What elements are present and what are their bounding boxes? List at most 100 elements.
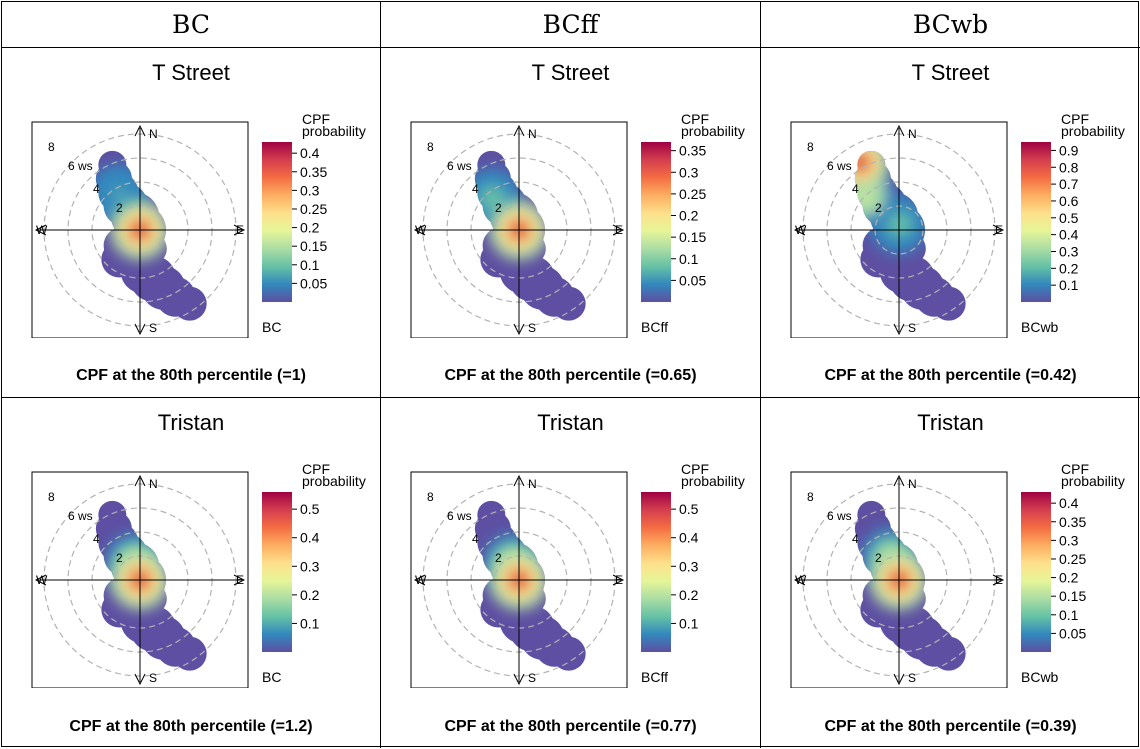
panel-title: Tristan — [157, 410, 225, 435]
panel-caption: CPF at the 80th percentile (=0.42) — [824, 367, 1077, 384]
panel-caption: CPF at the 80th percentile (=0.77) — [444, 718, 697, 735]
legend-tick-label: 0.3 — [300, 558, 320, 574]
legend-pollutant: BCwb — [1021, 669, 1059, 685]
axis-arrow — [992, 574, 1005, 586]
legend-title: probability — [681, 123, 745, 139]
axis-arrow — [893, 474, 905, 487]
legend-tick-label: 0.2 — [1059, 260, 1079, 276]
plot-frame — [410, 471, 628, 688]
legend-tick-label: 0.15 — [300, 238, 327, 254]
legend-tick-label: 0.05 — [1059, 625, 1086, 641]
hotspot-ring — [114, 188, 124, 199]
ws-label: 6 ws — [68, 509, 93, 523]
legend-pollutant: BC — [262, 319, 281, 335]
plot-frame — [410, 121, 628, 338]
axis-arrow — [513, 474, 525, 487]
data-region — [477, 500, 506, 529]
hotspot-layer — [95, 163, 170, 260]
plot-frame — [31, 471, 249, 688]
axis-arrow — [134, 323, 146, 336]
column-header-bcff: BCff — [381, 2, 761, 48]
legend-tick-label: 0.6 — [1059, 193, 1079, 209]
direction-label: N — [908, 127, 917, 141]
legend-tick-label: 0.1 — [679, 251, 699, 267]
ws-label: 8 — [48, 490, 55, 504]
plot-frame — [790, 121, 1008, 338]
axis-arrow — [413, 224, 426, 236]
ws-label: 4 — [93, 532, 100, 546]
ws-label: 2 — [875, 201, 882, 215]
axis-arrow — [893, 124, 905, 137]
hotspot-ring — [487, 192, 498, 203]
axis-arrow — [34, 574, 47, 586]
legend-colorbar — [1021, 142, 1051, 302]
data-region — [551, 636, 586, 671]
axis-arrow — [233, 224, 246, 236]
legend-tick-label: 0.3 — [679, 164, 699, 180]
legend-colorbar — [262, 142, 292, 302]
legend-pollutant: BCff — [641, 669, 668, 685]
legend-tick-label: 0.05 — [300, 275, 327, 291]
axis-arrow — [233, 574, 246, 586]
data-region — [172, 286, 207, 321]
axis-arrow — [793, 224, 806, 236]
direction-label: S — [149, 321, 157, 335]
ws-label: 2 — [495, 551, 502, 565]
legend-tick-label: 0.3 — [300, 182, 320, 198]
direction-label: S — [528, 321, 536, 335]
direction-label: S — [908, 321, 916, 335]
ws-label: 8 — [807, 140, 814, 154]
legend-tick-label: 0.05 — [679, 272, 706, 288]
legend-title: probability — [1061, 473, 1125, 489]
legend-tick-label: 0.2 — [679, 587, 699, 603]
ws-label: 8 — [427, 140, 434, 154]
direction-label: N — [528, 477, 537, 491]
legend-title: CPF — [681, 111, 709, 127]
axis-arrow — [134, 474, 146, 487]
ws-label: 2 — [495, 201, 502, 215]
panel-title: Tristan — [537, 410, 604, 435]
legend-pollutant: BC — [262, 669, 281, 685]
hotspot-ring — [855, 157, 865, 168]
ws-label: 6 ws — [827, 509, 852, 523]
legend-tick-label: 0.35 — [300, 164, 327, 180]
legend-tick-label: 0.25 — [679, 186, 706, 202]
data-region — [857, 500, 886, 529]
direction-label: E — [615, 573, 623, 587]
legend-pollutant: BCwb — [1021, 319, 1059, 335]
axis-arrow — [612, 224, 625, 236]
ws-label: 8 — [48, 140, 55, 154]
legend-tick-label: 0.1 — [300, 615, 320, 631]
axis-arrow — [134, 673, 146, 686]
legend-title: CPF — [1061, 461, 1089, 477]
ws-label: 4 — [852, 532, 859, 546]
legend-tick-label: 0.35 — [1059, 514, 1086, 530]
axis-arrow — [893, 323, 905, 336]
data-region — [931, 636, 966, 671]
ws-label: 2 — [116, 201, 123, 215]
axis-arrow — [513, 323, 525, 336]
panel-caption: CPF at the 80th percentile (=1) — [76, 367, 306, 384]
direction-label: W — [36, 573, 48, 587]
data-region — [98, 500, 127, 529]
data-region — [931, 286, 966, 321]
legend-pollutant: BCff — [641, 319, 668, 335]
data-region — [551, 286, 586, 321]
legend-colorbar — [641, 142, 671, 302]
direction-label: N — [908, 477, 917, 491]
direction-label: E — [615, 223, 623, 237]
legend-tick-label: 0.8 — [1059, 159, 1079, 175]
legend-title: CPF — [681, 461, 709, 477]
panel-title: T Street — [531, 60, 610, 85]
axis-arrow — [992, 224, 1005, 236]
panel-caption: CPF at the 80th percentile (=0.39) — [824, 718, 1077, 735]
ws-label: 2 — [875, 551, 882, 565]
legend-tick-label: 0.2 — [679, 208, 699, 224]
legend-title: probability — [302, 473, 366, 489]
